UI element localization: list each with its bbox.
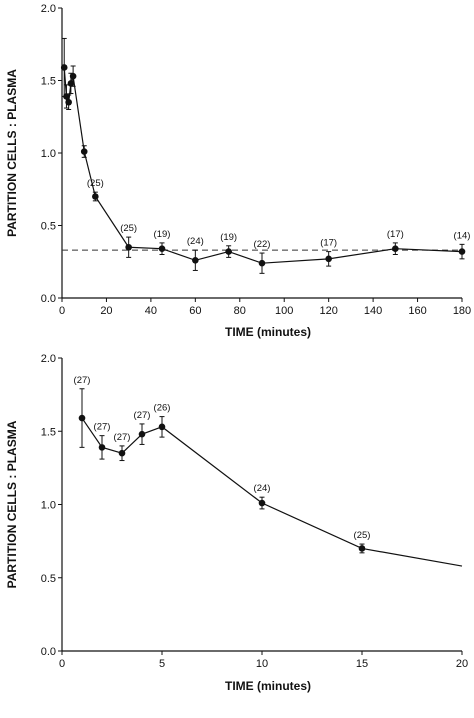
data-point: [458, 248, 466, 255]
y-tick-label: 1.5: [41, 76, 56, 88]
x-tick-label: 0: [59, 305, 65, 317]
x-tick-label: 120: [319, 305, 337, 317]
x-tick-label: 15: [356, 658, 368, 670]
sample-size-label: (17): [320, 238, 337, 249]
sample-size-label: (25): [354, 530, 371, 541]
data-point: [98, 444, 106, 451]
sample-size-label: (25): [87, 178, 104, 189]
y-tick-label: 0.0: [41, 293, 56, 305]
sample-size-label: (27): [94, 422, 111, 433]
data-point: [67, 80, 75, 87]
x-tick-label: 0: [59, 658, 65, 670]
y-axis-title: PARTITION CELLS : PLASMA: [5, 420, 19, 588]
sample-size-label: (22): [254, 239, 271, 250]
sample-size-label: (27): [74, 375, 91, 386]
y-tick-label: 1.0: [41, 148, 56, 160]
series-line: [81, 417, 463, 567]
x-tick-label: 80: [234, 305, 246, 317]
x-axis-title: TIME (minutes): [225, 325, 311, 339]
y-tick-label: 1.0: [41, 500, 56, 512]
x-tick-label: 180: [453, 305, 471, 317]
y-tick-label: 0.5: [41, 573, 56, 585]
data-point: [78, 414, 86, 422]
data-point: [258, 499, 266, 507]
data-point: [65, 98, 72, 106]
data-point: [69, 72, 77, 80]
x-tick-label: 140: [364, 305, 382, 317]
sample-size-label: (24): [187, 236, 204, 247]
sample-size-label: (19): [220, 232, 237, 243]
y-tick-label: 0.5: [41, 221, 56, 233]
sample-size-label: (24): [254, 483, 271, 494]
data-point: [192, 257, 199, 264]
data-point: [158, 245, 166, 252]
sample-size-label: (14): [454, 230, 471, 241]
sample-size-label: (19): [154, 229, 171, 240]
x-axis-title: TIME (minutes): [225, 679, 311, 693]
y-tick-label: 0.0: [41, 646, 56, 658]
data-point: [80, 148, 88, 155]
data-point: [358, 545, 366, 552]
sample-size-label: (17): [387, 229, 404, 240]
x-tick-label: 20: [100, 305, 112, 317]
data-point: [60, 64, 68, 71]
data-point: [92, 193, 99, 200]
sample-size-label: (27): [134, 410, 151, 421]
x-tick-label: 160: [408, 305, 426, 317]
data-point: [325, 255, 332, 263]
data-point: [138, 430, 146, 438]
x-tick-label: 60: [189, 305, 201, 317]
data-point: [258, 259, 266, 267]
x-tick-label: 10: [256, 658, 268, 670]
y-tick-label: 2.0: [41, 3, 56, 15]
y-tick-label: 1.5: [41, 426, 56, 438]
data-point: [225, 248, 232, 255]
sample-size-label: (26): [154, 403, 171, 414]
x-tick-label: 40: [145, 305, 157, 317]
sample-size-label: (25): [120, 223, 137, 234]
x-tick-label: 100: [275, 305, 293, 317]
chart-bottom: 0.0 0.5 1.0 1.5 2.0 0 5 10 15 20 TIME (minutes) PAR…: [5, 353, 468, 693]
data-point: [118, 449, 126, 457]
x-tick-label: 20: [456, 658, 468, 670]
data-point: [392, 245, 399, 252]
y-tick-label: 2.0: [41, 353, 56, 365]
chart-top: 0.0 0.5 1.0 1.5 2.0 0 20 40 60 80 100 120 140 160 180 T…: [5, 3, 471, 339]
sample-size-label: (27): [114, 432, 131, 443]
x-tick-label: 5: [159, 658, 165, 670]
data-point: [158, 423, 166, 431]
data-point: [125, 243, 132, 251]
y-axis-title: PARTITION CELLS : PLASMA: [5, 69, 19, 237]
